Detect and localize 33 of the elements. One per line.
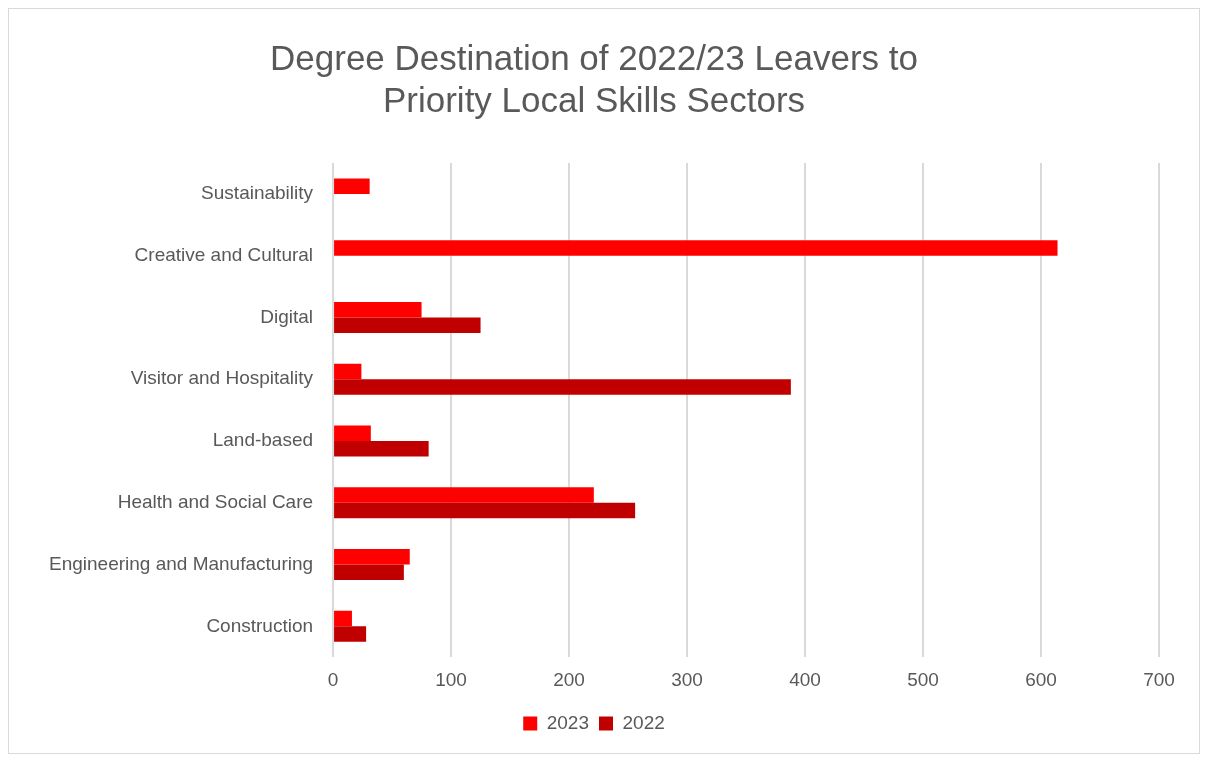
legend-label: 2022 <box>622 711 665 733</box>
bar <box>334 626 367 642</box>
y-tick-label: Land-based <box>212 429 314 451</box>
x-tick-label: 0 <box>327 668 339 690</box>
x-tick-label: 200 <box>553 668 585 690</box>
bar <box>334 379 791 395</box>
bar <box>334 564 404 580</box>
bar <box>334 425 371 441</box>
bar <box>334 502 636 519</box>
y-tick-label: Visitor and Hospitality <box>130 367 314 389</box>
bar <box>334 317 481 333</box>
bar <box>334 610 352 627</box>
y-tick-label: Engineering and Manufacturing <box>48 552 314 574</box>
bar <box>334 440 429 457</box>
x-tick-label: 300 <box>671 668 703 690</box>
y-tick-label: Sustainability <box>201 182 314 204</box>
bar <box>334 240 1058 256</box>
x-tick-label: 700 <box>1143 668 1175 690</box>
y-tick-label: Creative and Cultural <box>134 243 314 265</box>
legend-label: 2023 <box>546 711 590 733</box>
x-tick-label: 600 <box>1025 668 1057 690</box>
bar <box>334 487 594 503</box>
x-tick-label: 500 <box>907 668 939 690</box>
bar <box>334 549 410 565</box>
y-tick-label: Digital <box>260 305 314 327</box>
y-tick-label: Construction <box>206 614 314 636</box>
bar <box>334 363 362 380</box>
x-tick-label: 100 <box>435 668 467 690</box>
y-tick-label: Health and Social Care <box>117 491 314 512</box>
bar <box>334 301 422 318</box>
bar <box>334 178 370 194</box>
x-tick-label: 400 <box>789 668 821 690</box>
chart-title: Degree Destination of 2022/23 Leavers to Priority Local Skills Sectors <box>270 37 918 119</box>
